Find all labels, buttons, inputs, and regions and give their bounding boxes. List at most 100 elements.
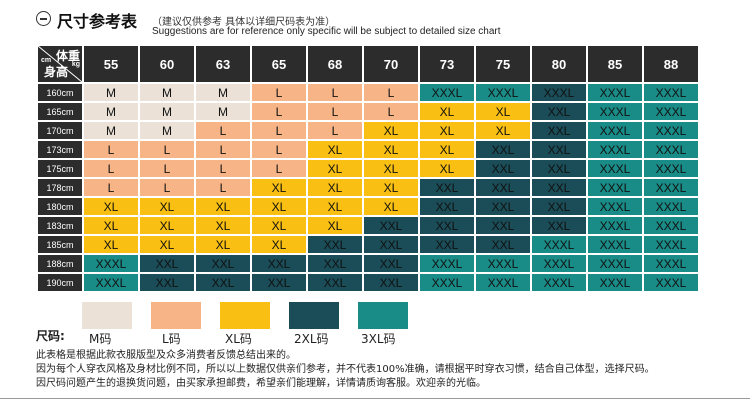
- size-cell: L: [84, 160, 138, 177]
- size-cell: XXL: [476, 236, 530, 253]
- size-cell: XXXL: [644, 217, 698, 234]
- size-cell: XL: [252, 179, 306, 196]
- size-cell: XXXL: [644, 141, 698, 158]
- size-cell: XXL: [532, 122, 586, 139]
- size-cell: L: [196, 179, 250, 196]
- size-cell: XXL: [252, 255, 306, 272]
- size-cell: XL: [364, 160, 418, 177]
- size-cell: XL: [84, 217, 138, 234]
- size-cell: XXL: [420, 217, 474, 234]
- size-cell: XXL: [476, 217, 530, 234]
- weight-header-row: 体重 kg cm 身高 55 60 63 65 68 70 73 75 80 85 88: [38, 46, 698, 82]
- size-cell: M: [140, 122, 194, 139]
- table-row: 175cm L L L L XL XL XL XXL XXL XXXL XXXL: [38, 160, 698, 177]
- size-table: 体重 kg cm 身高 55 60 63 65 68 70 73 75 80 85 88 160cm…: [36, 44, 700, 293]
- size-cell: XXL: [532, 160, 586, 177]
- size-cell: XXXL: [644, 198, 698, 215]
- size-cell: XXXL: [84, 255, 138, 272]
- diagonal-divider: [38, 46, 82, 82]
- size-cell: XXXL: [420, 274, 474, 291]
- weight-header-cell: 73: [420, 46, 474, 82]
- size-cell: M: [84, 84, 138, 101]
- size-cell: L: [252, 103, 306, 120]
- height-cell: 178cm: [38, 179, 82, 196]
- size-cell: L: [364, 103, 418, 120]
- weight-header-cell: 60: [140, 46, 194, 82]
- size-cell: XL: [196, 236, 250, 253]
- size-cell: XXXL: [644, 274, 698, 291]
- size-cell: XL: [308, 141, 362, 158]
- size-cell: L: [196, 122, 250, 139]
- size-cell: XXL: [532, 103, 586, 120]
- table-row: 183cm XL XL XL XL XL XXL XXL XXL XXL XXXL XXXL: [38, 217, 698, 234]
- size-cell: XXXL: [588, 84, 642, 101]
- size-cell: XXL: [532, 179, 586, 196]
- size-cell: L: [196, 141, 250, 158]
- size-cell: XXL: [420, 236, 474, 253]
- size-cell: XXL: [476, 198, 530, 215]
- weight-header-cell: 88: [644, 46, 698, 82]
- size-cell: XXL: [420, 198, 474, 215]
- weight-header-cell: 68: [308, 46, 362, 82]
- size-cell: M: [84, 103, 138, 120]
- legend-text-l: L码: [162, 332, 181, 346]
- size-cell: XXL: [364, 255, 418, 272]
- note-line: 因为每个人穿衣风格及身材比例不同，所以以上数据仅供亲们参考，并不代表100%准确…: [36, 364, 655, 375]
- size-cell: XXXL: [476, 255, 530, 272]
- size-cell: L: [252, 122, 306, 139]
- size-cell: XXL: [476, 179, 530, 196]
- size-cell: XL: [364, 198, 418, 215]
- size-cell: XXXL: [588, 141, 642, 158]
- height-cell: 173cm: [38, 141, 82, 158]
- size-cell: XL: [364, 179, 418, 196]
- size-cell: XXXL: [588, 179, 642, 196]
- weight-header-cell: 80: [532, 46, 586, 82]
- legend-label: 尺码:: [36, 329, 65, 343]
- size-cell: XXXL: [644, 103, 698, 120]
- size-cell: XL: [476, 103, 530, 120]
- size-cell: L: [84, 141, 138, 158]
- size-cell: XXL: [364, 236, 418, 253]
- size-table-body: 160cm M M M L L L XXXL XXXL XXXL XXXL XXXL 165cm M M M L…: [38, 84, 698, 291]
- table-row: 178cm L L L XL XL XL XXL XXL XXL XXXL XXXL: [38, 179, 698, 196]
- size-cell: XL: [140, 217, 194, 234]
- height-cell: 160cm: [38, 84, 82, 101]
- size-cell: XXL: [420, 179, 474, 196]
- size-cell: M: [140, 84, 194, 101]
- legend-swatch-xl: [220, 302, 270, 329]
- size-cell: XXXL: [476, 274, 530, 291]
- size-cell: L: [252, 84, 306, 101]
- size-cell: XXXL: [588, 122, 642, 139]
- legend-text-xl: XL码: [225, 332, 252, 346]
- size-cell: M: [140, 103, 194, 120]
- size-cell: L: [196, 160, 250, 177]
- size-cell: XXXL: [532, 255, 586, 272]
- size-cell: M: [84, 122, 138, 139]
- size-cell: XXXL: [588, 160, 642, 177]
- chart-title: 尺寸参考表: [57, 12, 138, 31]
- size-cell: XL: [84, 198, 138, 215]
- size-cell: XXXL: [588, 198, 642, 215]
- table-row: 180cm XL XL XL XL XL XL XXL XXL XXL XXXL XXXL: [38, 198, 698, 215]
- size-cell: XXXL: [644, 122, 698, 139]
- size-cell: XL: [364, 122, 418, 139]
- size-notes: 此表格是根据此款衣服版型及众多消费者反馈总结出来的。 因为每个人穿衣风格及身材比…: [36, 349, 746, 391]
- size-cell: M: [196, 84, 250, 101]
- size-cell: XL: [252, 217, 306, 234]
- bottom-divider: [0, 398, 750, 399]
- size-cell: XXL: [532, 198, 586, 215]
- size-cell: XXL: [364, 274, 418, 291]
- size-cell: L: [252, 141, 306, 158]
- size-cell: XXXL: [420, 84, 474, 101]
- size-cell: XXL: [476, 160, 530, 177]
- size-cell: XXXL: [644, 255, 698, 272]
- size-cell: XXXL: [476, 84, 530, 101]
- weight-header-cell: 70: [364, 46, 418, 82]
- weight-header-cell: 55: [84, 46, 138, 82]
- legend-text-m: M码: [89, 332, 112, 346]
- size-cell: L: [140, 141, 194, 158]
- size-cell: XXL: [308, 255, 362, 272]
- size-cell: XXL: [532, 217, 586, 234]
- size-cell: XL: [364, 141, 418, 158]
- size-cell: XL: [308, 217, 362, 234]
